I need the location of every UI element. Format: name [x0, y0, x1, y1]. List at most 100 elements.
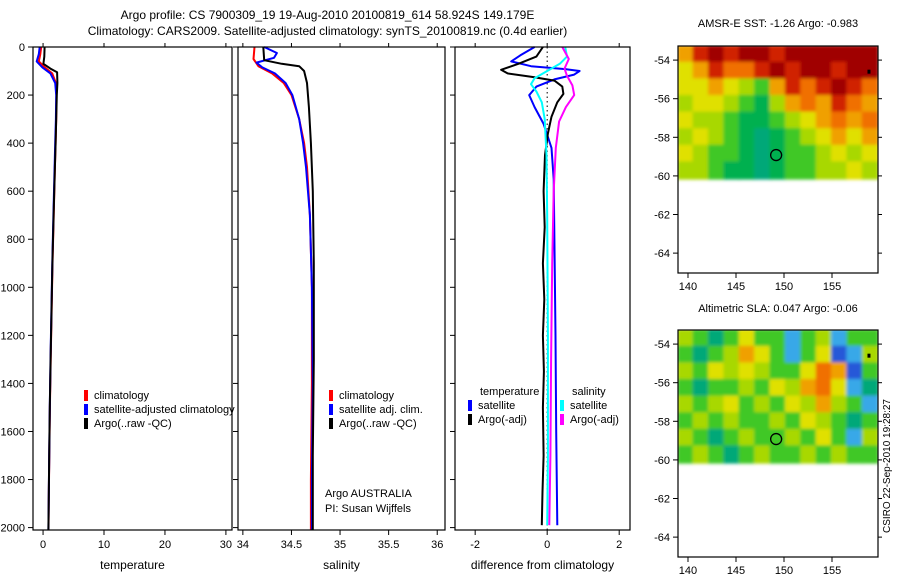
heat-cell	[784, 445, 802, 464]
temperature-panel	[28, 43, 233, 535]
depth-tick-label: 600	[7, 186, 25, 198]
heatmap-grid	[678, 46, 878, 180]
heat-cell	[708, 395, 725, 414]
heat-cell	[754, 128, 772, 147]
lon-tick-label: 155	[823, 565, 841, 577]
heat-cell	[708, 111, 725, 130]
heat-cell	[784, 428, 802, 447]
series-satellite-adj-clim-	[255, 46, 314, 530]
heat-cell	[831, 128, 848, 147]
heat-cell	[678, 362, 695, 381]
annotation-line1: Argo AUSTRALIA	[325, 488, 412, 500]
heat-cell	[723, 345, 741, 364]
legend-label: Argo(-adj)	[570, 414, 619, 426]
heat-cell	[800, 428, 818, 447]
heat-cell	[692, 61, 710, 80]
heat-cell	[831, 144, 848, 163]
legend-item: satellite adj. clim.	[329, 403, 423, 417]
lon-tick-label: 150	[775, 281, 793, 293]
heat-cell	[738, 428, 756, 447]
heat-cell	[800, 395, 818, 414]
heat-cell	[861, 46, 878, 64]
heat-cell	[846, 144, 864, 163]
legend-column-header: temperature	[480, 386, 540, 398]
heat-cell	[738, 345, 756, 364]
series-Argo-raw-QC-	[262, 46, 315, 530]
heat-cell	[754, 95, 772, 114]
lat-tick-label: -54	[654, 339, 670, 351]
heat-cell	[831, 379, 848, 398]
heat-cell	[815, 379, 833, 398]
heat-cell	[784, 412, 802, 431]
heat-cell	[692, 78, 710, 97]
x-tick-label: 2	[616, 539, 622, 551]
depth-tick-label: 1800	[1, 475, 25, 487]
series-Argo-raw-QC-	[42, 46, 59, 531]
heat-cell	[815, 161, 833, 180]
x-axis-label: salinity	[323, 558, 360, 572]
heat-cell	[738, 95, 756, 114]
heat-cell	[738, 128, 756, 147]
heat-cell	[678, 330, 695, 348]
heat-cell	[678, 95, 695, 114]
series-climatology	[252, 46, 313, 530]
lat-tick-label: -60	[654, 455, 670, 467]
lon-tick-label: 150	[775, 565, 793, 577]
heat-cell	[708, 128, 725, 147]
legend-label: Argo(..raw -QC)	[339, 418, 417, 430]
heat-cell	[754, 330, 772, 348]
heat-cell	[738, 395, 756, 414]
heat-cell	[708, 428, 725, 447]
heat-cell	[708, 330, 725, 348]
depth-tick-label: 2000	[1, 523, 25, 535]
heat-cell	[723, 61, 741, 80]
heat-cell	[831, 161, 848, 180]
heat-cell	[815, 345, 833, 364]
heat-cell	[678, 161, 695, 180]
heat-cell	[769, 111, 787, 130]
heat-cell	[723, 78, 741, 97]
heat-cell	[754, 78, 772, 97]
series-salinity-satellite	[530, 46, 568, 526]
heat-cell	[738, 161, 756, 180]
heat-cell	[769, 46, 787, 64]
heat-cell	[800, 161, 818, 180]
heat-cell	[800, 345, 818, 364]
heat-cell	[784, 345, 802, 364]
heat-cell	[769, 445, 787, 464]
legend-column: temperature satellite Argo(-adj)	[468, 385, 554, 427]
heat-cell	[784, 111, 802, 130]
heat-cell	[723, 445, 741, 464]
heat-cell	[678, 345, 695, 364]
heat-cell	[738, 78, 756, 97]
heat-cell	[846, 379, 864, 398]
heat-cell	[831, 362, 848, 381]
lat-tick-label: -58	[654, 416, 670, 428]
difference-legend: temperature satellite Argo(-adj) salinity sa…	[468, 385, 646, 427]
heat-cell	[861, 379, 878, 398]
temperature-legend: climatology satellite-adjusted climatolog…	[84, 389, 235, 431]
heat-cell	[754, 412, 772, 431]
legend-label: climatology	[339, 390, 395, 402]
heat-cell	[754, 379, 772, 398]
heat-cell	[769, 95, 787, 114]
heat-cell	[784, 78, 802, 97]
heat-cell	[846, 445, 864, 464]
heat-cell	[769, 412, 787, 431]
x-tick-label: -2	[470, 539, 480, 551]
heat-cell	[754, 395, 772, 414]
heat-cell	[861, 78, 878, 97]
x-axis-label: temperature	[100, 558, 165, 572]
heat-cell	[831, 61, 848, 80]
legend-line-swatch	[560, 400, 564, 411]
title-line2: Climatology: CARS2009. Satellite-adjuste…	[87, 24, 568, 38]
heat-cell	[769, 379, 787, 398]
heat-cell	[815, 445, 833, 464]
legend-item: Argo(..raw -QC)	[84, 417, 235, 431]
legend-line-swatch	[84, 418, 88, 429]
legend-line-swatch	[329, 390, 333, 401]
lon-tick-label: 155	[823, 281, 841, 293]
heat-cell	[738, 445, 756, 464]
heat-cell	[692, 111, 710, 130]
heat-cell	[769, 78, 787, 97]
